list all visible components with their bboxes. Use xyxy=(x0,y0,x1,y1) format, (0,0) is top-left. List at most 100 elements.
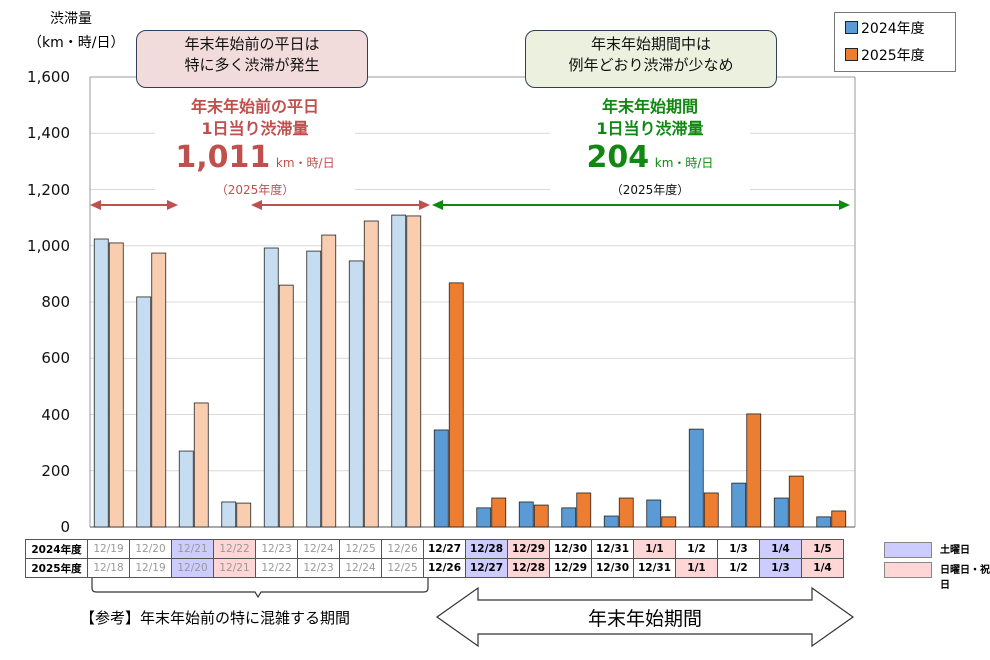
bar-2024-12/19 xyxy=(93,238,109,528)
date-cell: 12/29 xyxy=(507,539,550,559)
date-cell: 12/25 xyxy=(339,539,382,559)
legend-sat-label: 土曜日 xyxy=(940,545,970,556)
bar-2025-12/25 xyxy=(363,220,379,528)
callout-right: 年末年始期間中は 例年どおり渋滞が少なめ xyxy=(525,30,777,88)
arrow-pre-period-b-head-right xyxy=(419,200,430,210)
bottom-left-label: 【参考】年末年始前の特に混雑する期間 xyxy=(80,609,351,627)
bar-2024-12/26 xyxy=(391,214,407,528)
callout-left-line2: 特に多く渋滞が発生 xyxy=(184,56,320,74)
note-right-title2: 1日当り渋滞量 xyxy=(596,119,704,138)
bar-2024-12/22 xyxy=(221,501,237,528)
y-tick-label: 1,000 xyxy=(27,236,70,255)
bar-2024-12/25 xyxy=(348,260,364,528)
date-cell: 1/2 xyxy=(675,539,718,559)
date-cell: 1/5 xyxy=(801,539,844,559)
bar-2024-12/28 xyxy=(476,507,492,528)
arrow-new-year-period-head-right xyxy=(839,200,850,210)
legend-sun-swatch xyxy=(884,562,932,578)
bracket-pre-period xyxy=(91,578,429,599)
note-left-value: 1,011 xyxy=(175,140,271,175)
note-left: 年末年始前の平日 1日当り渋滞量 1,011 km・時/日 （2025年度） xyxy=(155,96,355,198)
note-right-value: 204 xyxy=(586,140,650,175)
date-cell: 1/4 xyxy=(801,558,844,578)
date-cell: 12/21 xyxy=(213,558,256,578)
callout-right-line1: 年末年始期間中は xyxy=(590,35,711,53)
table-row: 2024年度 12/19 12/20 12/21 12/22 12/23 12/24 12/2… xyxy=(25,539,844,559)
date-table: 2024年度 12/19 12/20 12/21 12/22 12/23 12/24 12/2… xyxy=(25,539,844,578)
table-row: 2025年度 12/18 12/19 12/20 12/21 12/22 12/23 12/2… xyxy=(25,558,844,578)
date-cell: 12/29 xyxy=(549,558,592,578)
callout-left-line1: 年末年始前の平日は xyxy=(184,35,320,53)
bar-2025-12/24 xyxy=(321,234,337,528)
bar-2025-1/1 xyxy=(661,516,677,528)
bar-2024-12/20 xyxy=(136,296,152,528)
y-tick-label: 200 xyxy=(41,461,70,480)
date-cell: 12/22 xyxy=(255,558,298,578)
bar-2024-12/30 xyxy=(561,507,577,528)
legend-sat-swatch xyxy=(884,542,932,558)
note-right: 年末年始期間 1日当り渋滞量 204 km・時/日 （2025年度） xyxy=(550,96,750,198)
y-axis-title: 渋滞量 xyxy=(50,11,92,27)
note-right-title1: 年末年始期間 xyxy=(601,97,698,116)
date-cell: 12/18 xyxy=(87,558,130,578)
bar-2025-1/4 xyxy=(788,475,804,528)
bar-2024-12/31 xyxy=(603,515,619,528)
date-cell: 12/24 xyxy=(339,558,382,578)
bar-2024-12/23 xyxy=(263,247,279,528)
bar-2025-12/20 xyxy=(151,252,167,528)
bar-2024-1/3 xyxy=(731,482,747,528)
date-cell: 12/30 xyxy=(591,558,634,578)
note-left-unit: km・時/日 xyxy=(275,156,335,170)
bottom-right-label: 年末年始期間 xyxy=(587,608,702,630)
y-axis-unit: （km・時/日） xyxy=(28,35,125,51)
bar-2024-12/29 xyxy=(518,501,534,528)
bar-2025-12/30 xyxy=(576,492,592,528)
date-cell: 12/20 xyxy=(129,539,172,559)
legend-sun-label: 日曜日・祝日 xyxy=(940,565,990,591)
date-cell: 12/30 xyxy=(549,539,592,559)
bar-2024-12/21 xyxy=(178,450,194,528)
bar-2025-12/27 xyxy=(448,282,464,528)
bar-2025-12/23 xyxy=(278,284,294,528)
y-tick-label: 0 xyxy=(60,518,70,536)
bar-2024-1/1 xyxy=(646,499,662,528)
date-cell: 12/31 xyxy=(633,558,676,578)
legend: 2024年度 2025年度 xyxy=(834,12,956,72)
bar-2024-12/27 xyxy=(433,429,449,528)
bar-2025-12/21 xyxy=(193,402,209,528)
date-cell: 12/28 xyxy=(465,539,508,559)
date-cell: 12/27 xyxy=(465,558,508,578)
row-label: 2024年度 xyxy=(25,539,88,559)
arrow-pre-period-a-head-left xyxy=(90,200,101,210)
date-cell: 12/26 xyxy=(381,539,424,559)
note-right-year: （2025年度） xyxy=(610,183,690,197)
y-tick-label: 600 xyxy=(41,349,70,368)
note-left-year: （2025年度） xyxy=(215,183,295,197)
bar-2025-12/29 xyxy=(533,504,549,528)
date-cell: 1/3 xyxy=(717,539,760,559)
bar-2024-1/2 xyxy=(688,428,704,528)
date-cell: 12/22 xyxy=(213,539,256,559)
date-cell: 1/3 xyxy=(759,558,802,578)
bar-2025-12/19 xyxy=(108,242,124,528)
callout-left: 年末年始前の平日は 特に多く渋滞が発生 xyxy=(136,30,368,88)
date-cell: 12/23 xyxy=(297,558,340,578)
y-tick-label: 1,400 xyxy=(27,124,70,143)
date-cell: 12/25 xyxy=(381,558,424,578)
date-cell: 12/31 xyxy=(591,539,634,559)
legend-swatch-2024 xyxy=(845,21,858,34)
date-cell: 12/21 xyxy=(171,539,214,559)
date-cell: 12/23 xyxy=(255,539,298,559)
date-cell: 12/28 xyxy=(507,558,550,578)
arrow-pre-period-b-head-left xyxy=(251,200,262,210)
date-cell: 12/24 xyxy=(297,539,340,559)
note-left-title1: 年末年始前の平日 xyxy=(190,97,319,116)
date-cell: 1/1 xyxy=(675,558,718,578)
bar-2025-1/5 xyxy=(831,510,847,528)
date-cell: 1/1 xyxy=(633,539,676,559)
legend-swatch-2025 xyxy=(845,48,858,61)
date-cell: 12/19 xyxy=(87,539,130,559)
bar-2025-1/3 xyxy=(746,413,762,528)
row-label: 2025年度 xyxy=(25,558,88,578)
bar-2025-12/28 xyxy=(491,497,507,528)
